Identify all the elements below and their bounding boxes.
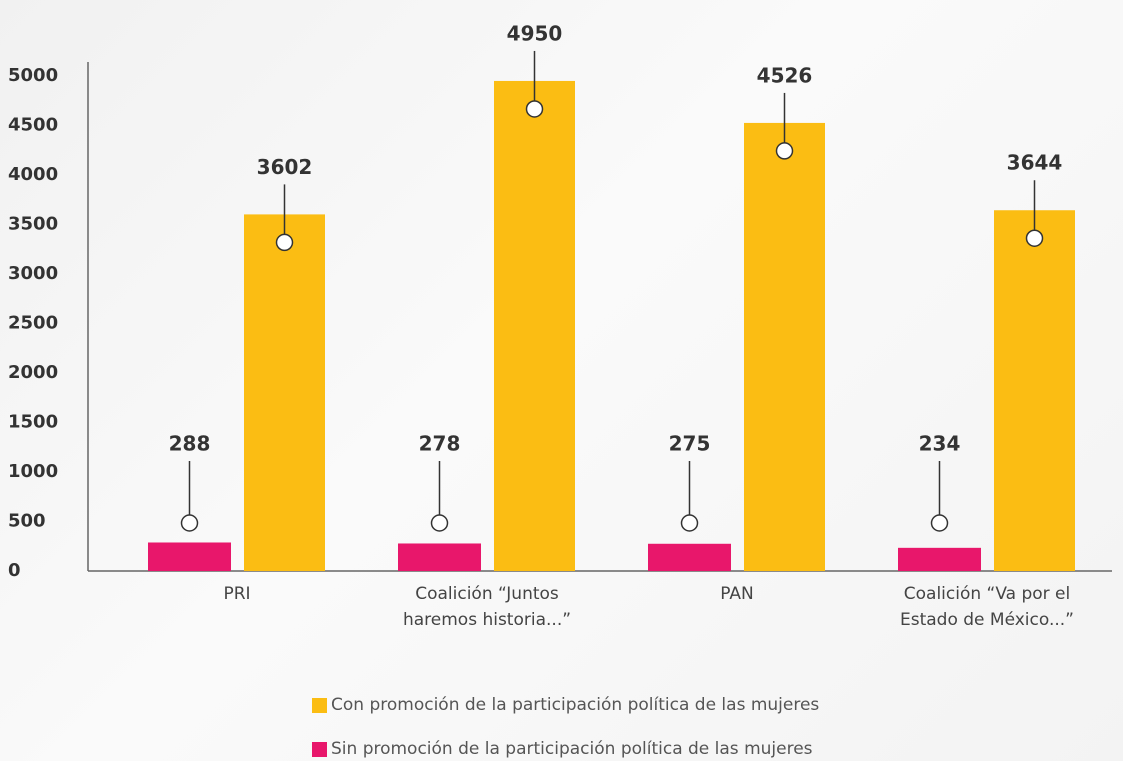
y-tick-label: 3000 bbox=[8, 263, 58, 284]
y-tick-label: 2500 bbox=[8, 313, 58, 334]
y-tick-label: 1500 bbox=[8, 412, 58, 433]
leader-dot bbox=[525, 100, 544, 118]
leader-dot bbox=[275, 233, 294, 252]
leader-dot bbox=[930, 514, 949, 532]
bar bbox=[244, 214, 325, 572]
y-tick-label: 5000 bbox=[8, 65, 58, 86]
y-tick-label: 3500 bbox=[8, 214, 58, 235]
y-tick-label: 0 bbox=[8, 560, 21, 581]
y-tick-label: 2000 bbox=[8, 362, 58, 383]
legend-item: Sin promoción de la participación políti… bbox=[312, 739, 813, 759]
bar bbox=[148, 542, 231, 571]
value-label: 234 bbox=[919, 432, 961, 456]
x-tick-label: Coalición “Juntos haremos historia...” bbox=[402, 584, 572, 630]
value-label: 288 bbox=[169, 432, 211, 456]
x-tick-label: PAN bbox=[720, 584, 754, 604]
bar bbox=[744, 122, 825, 572]
y-tick-label: 4500 bbox=[8, 115, 58, 136]
legend-swatch bbox=[312, 741, 327, 757]
legend-label: Con promoción de la participación políti… bbox=[331, 695, 820, 715]
legend-item: Con promoción de la participación políti… bbox=[312, 695, 819, 715]
value-label: 4526 bbox=[757, 63, 813, 87]
value-label: 3644 bbox=[1007, 151, 1063, 175]
y-tick-label: 4000 bbox=[8, 164, 58, 185]
bar bbox=[398, 543, 481, 571]
leader-dot bbox=[430, 514, 449, 532]
legend-swatch bbox=[312, 697, 327, 713]
bar bbox=[994, 210, 1075, 571]
y-tick-label: 1000 bbox=[8, 461, 58, 482]
leader-dot bbox=[1025, 229, 1044, 247]
x-tick-label: PRI bbox=[223, 584, 251, 604]
value-label: 275 bbox=[669, 432, 711, 456]
bar bbox=[494, 80, 575, 571]
value-label: 3602 bbox=[257, 155, 313, 179]
leader-dot bbox=[775, 142, 794, 160]
bar bbox=[898, 547, 981, 571]
y-tick-label: 500 bbox=[8, 511, 46, 532]
x-tick-label: Coalición “Va por el Estado de México...… bbox=[899, 584, 1074, 630]
leader-dot bbox=[680, 514, 699, 532]
bar bbox=[648, 543, 731, 571]
leader-dot bbox=[180, 514, 199, 532]
legend-label: Sin promoción de la participación políti… bbox=[331, 739, 813, 759]
value-label: 4950 bbox=[507, 21, 563, 45]
value-label: 278 bbox=[419, 432, 461, 456]
